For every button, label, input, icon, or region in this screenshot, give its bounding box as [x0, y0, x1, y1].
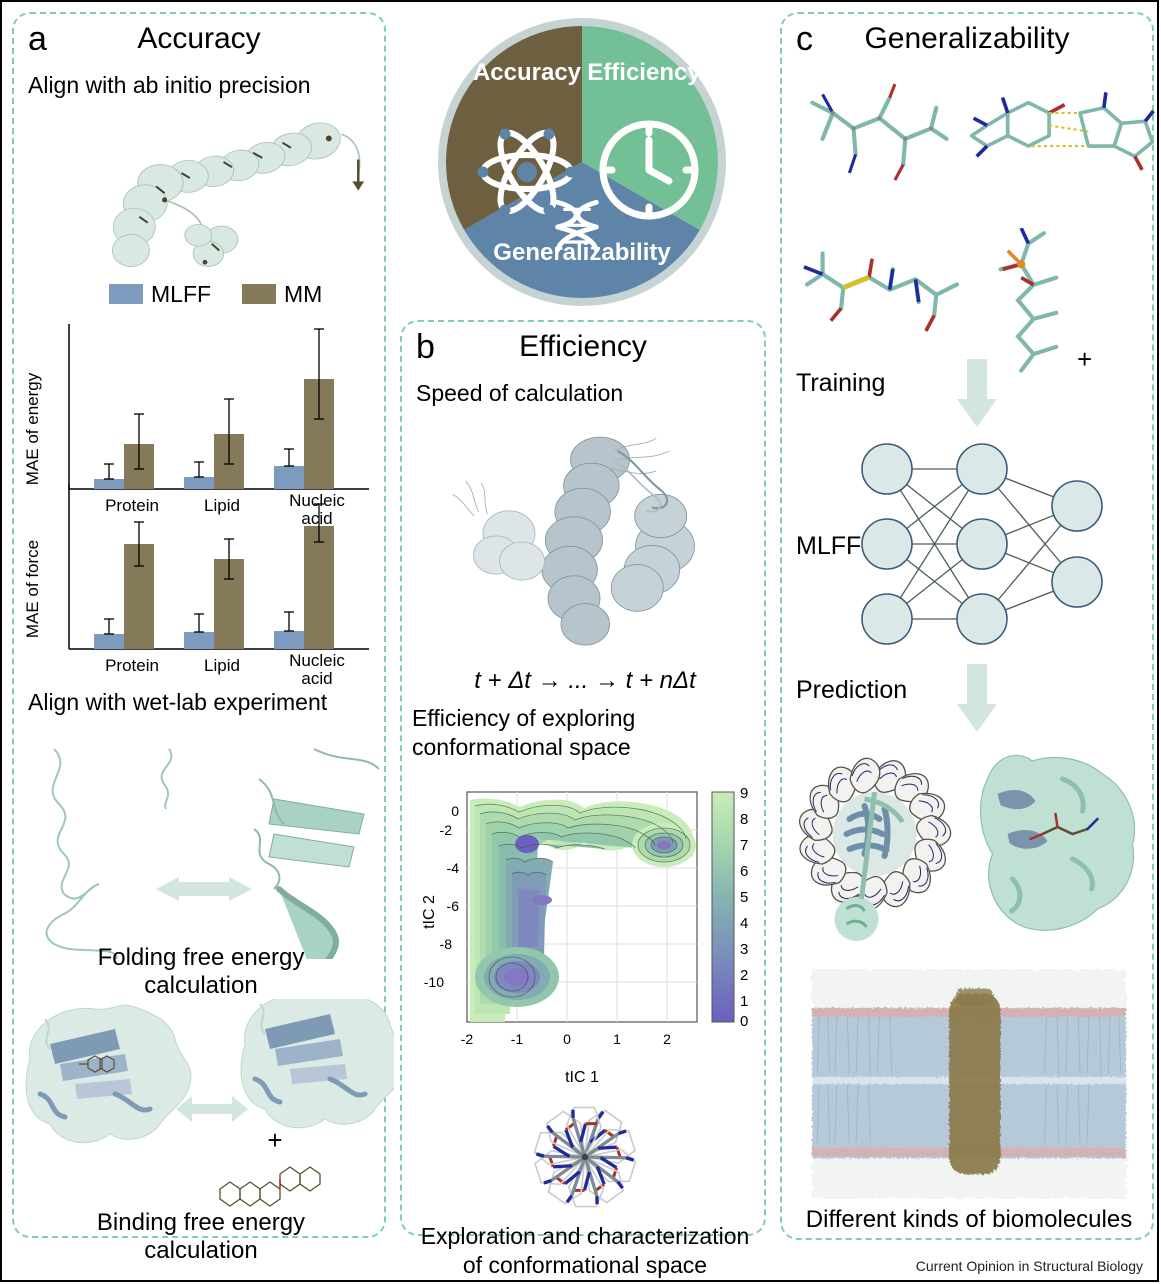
svg-text:-8: -8	[440, 936, 453, 952]
svg-text:2: 2	[740, 967, 748, 984]
svg-text:0: 0	[451, 803, 459, 819]
svg-text:-10: -10	[424, 974, 444, 990]
svg-text:MAE of force: MAE of force	[24, 540, 42, 638]
svg-text:tIC 2: tIC 2	[421, 895, 438, 929]
svg-text:Efficiency: Efficiency	[587, 59, 701, 86]
svg-text:-6: -6	[447, 898, 460, 914]
svg-text:0: 0	[740, 1013, 748, 1030]
svg-text:1: 1	[613, 1031, 621, 1047]
svg-text:Nucleic: Nucleic	[289, 651, 345, 670]
svg-text:3: 3	[740, 941, 748, 958]
svg-text:-2: -2	[440, 822, 453, 838]
svg-text:6: 6	[740, 863, 748, 880]
svg-text:Protein: Protein	[105, 656, 159, 675]
svg-text:-4: -4	[447, 860, 460, 876]
svg-text:9: 9	[740, 785, 748, 802]
svg-text:acid: acid	[301, 669, 332, 688]
svg-text:4: 4	[740, 915, 748, 932]
svg-text:MAE of energy: MAE of energy	[24, 372, 42, 485]
svg-text:Accuracy: Accuracy	[473, 59, 582, 86]
svg-text:-2: -2	[461, 1031, 474, 1047]
svg-text:7: 7	[740, 837, 748, 854]
svg-text:-1: -1	[511, 1031, 524, 1047]
svg-text:2: 2	[663, 1031, 671, 1047]
svg-text:+: +	[267, 1125, 282, 1155]
svg-text:1: 1	[740, 993, 748, 1010]
svg-text:0: 0	[563, 1031, 571, 1047]
svg-text:8: 8	[740, 811, 748, 828]
svg-text:Lipid: Lipid	[204, 656, 240, 675]
svg-text:5: 5	[740, 889, 748, 906]
